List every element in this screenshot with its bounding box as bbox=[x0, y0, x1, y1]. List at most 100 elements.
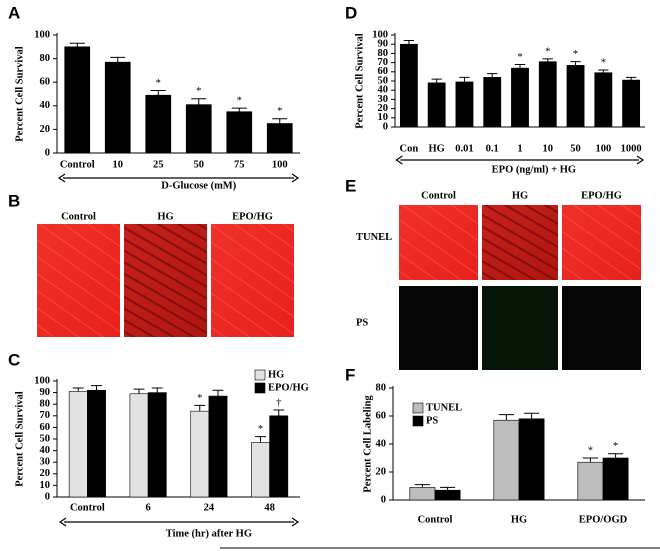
column-label: EPO/HG bbox=[232, 211, 273, 222]
error-bar bbox=[459, 76, 470, 82]
x-tick-label: Con bbox=[400, 143, 419, 154]
bar bbox=[538, 61, 557, 128]
x-tick-label: 50 bbox=[570, 143, 581, 154]
panel-letter: E bbox=[345, 176, 356, 195]
x-tick-label: 48 bbox=[264, 502, 275, 513]
bar bbox=[566, 65, 585, 128]
bar bbox=[399, 43, 418, 128]
micrograph-texture bbox=[124, 224, 207, 337]
y-tick-label: 50 bbox=[378, 75, 389, 86]
arrow bbox=[395, 155, 645, 165]
error-bar bbox=[498, 414, 514, 421]
legend-swatch bbox=[412, 415, 424, 427]
micrograph-texture bbox=[482, 286, 558, 370]
y-tick-label: 20 bbox=[378, 103, 389, 114]
y-tick-label: 60 bbox=[40, 422, 51, 433]
panel-letter: C bbox=[8, 350, 20, 369]
bar bbox=[226, 111, 253, 154]
y-tick-label: 50 bbox=[40, 433, 51, 444]
x-tick-label: Control bbox=[70, 502, 105, 513]
error-bar bbox=[151, 387, 163, 393]
column-label: EPO/HG bbox=[581, 190, 622, 201]
y-axis-label: Percent Cell Survival bbox=[14, 46, 25, 142]
y-tick-label: 20 bbox=[40, 468, 51, 479]
x-tick-label: HG bbox=[511, 514, 527, 525]
x-tick-label: 1 bbox=[517, 143, 522, 154]
error-bar bbox=[91, 385, 102, 391]
error-bar bbox=[598, 69, 609, 73]
x-tick-label: 0.01 bbox=[455, 143, 473, 154]
y-tick-label: 100 bbox=[34, 29, 50, 40]
arrow bbox=[57, 173, 300, 183]
error-bar bbox=[231, 107, 247, 112]
y-tick-label: 40 bbox=[40, 445, 51, 456]
bar bbox=[434, 489, 461, 501]
significance-marker: * bbox=[258, 424, 263, 435]
y-tick-label: 80 bbox=[40, 399, 51, 410]
y-tick-label: 80 bbox=[376, 382, 387, 393]
y-tick-label: 30 bbox=[378, 94, 389, 105]
micrograph-image bbox=[399, 286, 478, 370]
y-tick-label: 0 bbox=[381, 494, 386, 505]
bar bbox=[483, 77, 502, 128]
micrograph-texture bbox=[37, 224, 120, 337]
error-bar bbox=[403, 40, 415, 45]
y-tick-label: 60 bbox=[378, 66, 389, 77]
y-tick-label: 80 bbox=[40, 53, 51, 64]
x-tick-label: EPO/OGD bbox=[579, 514, 628, 525]
y-axis-label: Percent Cell Survival bbox=[354, 33, 365, 129]
y-tick-label: 0 bbox=[45, 491, 50, 502]
y-tick-label: 80 bbox=[378, 48, 389, 59]
bar bbox=[251, 442, 270, 498]
y-axis-label: Percent Cell Labeling bbox=[362, 395, 373, 493]
panel-letter: D bbox=[345, 3, 357, 22]
x-tick-label: Control bbox=[418, 514, 453, 525]
significance-marker: * bbox=[545, 46, 550, 57]
bar bbox=[208, 395, 228, 498]
micrograph-texture bbox=[482, 205, 558, 280]
error-bar bbox=[524, 412, 540, 419]
error-bar bbox=[194, 404, 206, 412]
y-tick-label: 40 bbox=[378, 85, 389, 96]
y-tick-label: 40 bbox=[376, 438, 387, 449]
x-tick-label: 10 bbox=[543, 143, 554, 154]
bar bbox=[409, 487, 436, 501]
bar bbox=[185, 104, 212, 154]
bar bbox=[622, 79, 641, 128]
micrograph-texture bbox=[562, 205, 641, 280]
x-tick-label: 75 bbox=[234, 159, 245, 170]
error-bar bbox=[514, 63, 526, 69]
row-label: TUNEL bbox=[356, 232, 392, 243]
significance-marker: * bbox=[573, 49, 578, 60]
bar bbox=[455, 81, 474, 128]
micrograph-image bbox=[562, 286, 641, 370]
bar bbox=[129, 393, 149, 498]
significance-marker: * bbox=[588, 445, 593, 456]
bar bbox=[577, 461, 604, 501]
x-tick-label: 10 bbox=[113, 159, 124, 170]
x-tick-label: 24 bbox=[204, 502, 215, 513]
column-label: HG bbox=[157, 211, 173, 222]
y-tick-label: 90 bbox=[378, 39, 389, 50]
column-label: HG bbox=[512, 190, 528, 201]
error-bar bbox=[212, 389, 224, 397]
bar bbox=[602, 457, 629, 501]
y-tick-label: 10 bbox=[378, 112, 389, 123]
bar bbox=[269, 415, 289, 498]
x-tick-label: 25 bbox=[153, 159, 164, 170]
error-bar bbox=[431, 78, 442, 83]
y-tick-label: 0 bbox=[45, 147, 50, 158]
legend-swatch bbox=[254, 369, 266, 381]
x-tick-label: 100 bbox=[272, 159, 288, 170]
micrograph-texture bbox=[399, 205, 478, 280]
error-bar bbox=[110, 56, 126, 63]
row-label: PS bbox=[356, 317, 368, 328]
significance-marker: * bbox=[613, 441, 618, 452]
x-tick-label: 0.1 bbox=[486, 143, 499, 154]
x-tick-label: 50 bbox=[194, 159, 205, 170]
bar bbox=[145, 94, 172, 154]
error-bar bbox=[72, 387, 84, 392]
bar bbox=[518, 418, 545, 501]
significance-marker: * bbox=[237, 96, 242, 107]
